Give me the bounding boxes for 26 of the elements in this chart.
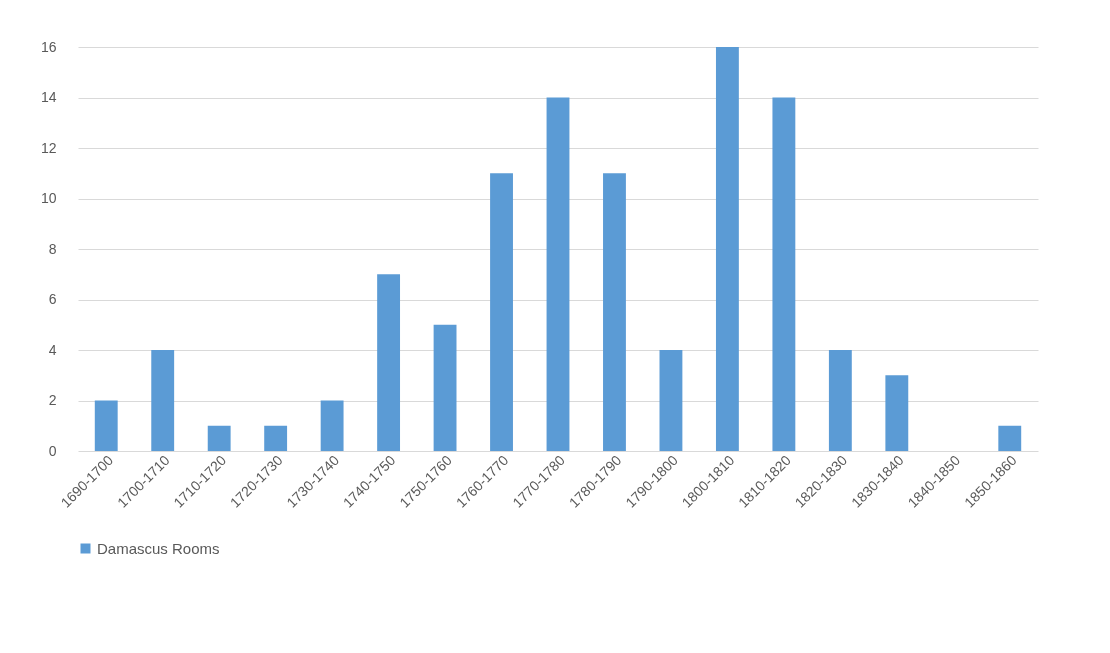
bar (151, 350, 175, 451)
bar (715, 47, 739, 451)
bar (377, 274, 401, 451)
y-tick-label: 8 (48, 240, 57, 257)
bar (207, 425, 231, 451)
y-tick-label: 0 (48, 442, 57, 459)
bar (433, 324, 457, 451)
y-tick-label: 6 (48, 291, 57, 307)
bar (546, 97, 570, 451)
bar (94, 400, 118, 451)
bar (264, 425, 288, 451)
y-tick-label: 4 (48, 341, 57, 358)
bar (772, 97, 796, 451)
bar (320, 400, 344, 451)
y-tick-label: 2 (48, 392, 57, 408)
y-tick-label: 14 (40, 89, 57, 105)
bar (828, 350, 852, 451)
y-tick-label: 16 (40, 38, 57, 55)
bar (490, 173, 513, 451)
y-tick-label: 10 (40, 190, 57, 206)
bar (603, 173, 626, 451)
bar (659, 350, 683, 451)
bar (885, 375, 909, 451)
legend-label: Damascus Rooms (97, 539, 220, 557)
bar (998, 425, 1022, 451)
y-tick-label: 12 (40, 139, 57, 156)
